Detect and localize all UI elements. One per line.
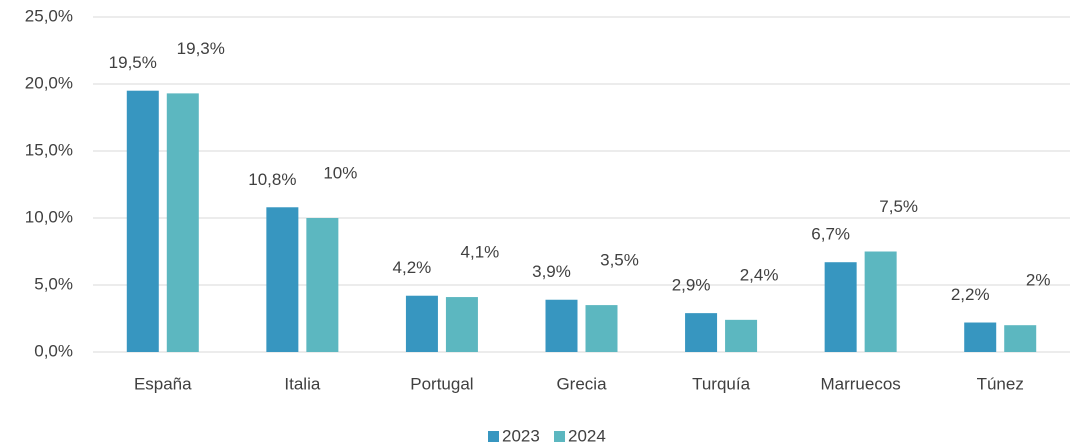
- bar: [725, 319, 758, 352]
- x-tick-label: Italia: [284, 374, 320, 393]
- bar: [266, 207, 299, 352]
- data-label: 2,4%: [740, 265, 779, 284]
- bar: [126, 90, 159, 352]
- y-tick-label: 20,0%: [25, 73, 73, 92]
- data-label: 2%: [1026, 271, 1051, 290]
- bar: [685, 313, 718, 352]
- x-tick-label: España: [134, 374, 192, 393]
- bar: [306, 218, 339, 352]
- legend-swatch: [554, 431, 565, 442]
- data-label: 3,5%: [600, 251, 639, 270]
- data-label: 19,5%: [109, 53, 157, 72]
- x-tick-label: Turquía: [692, 374, 751, 393]
- bar: [545, 299, 578, 352]
- bar: [1004, 325, 1037, 352]
- x-tick-label: Túnez: [977, 374, 1024, 393]
- data-label: 2,2%: [951, 285, 990, 304]
- bar: [864, 251, 897, 352]
- x-tick-label: Grecia: [556, 374, 607, 393]
- y-tick-label: 10,0%: [25, 207, 73, 226]
- x-tick-label: Marruecos: [820, 374, 900, 393]
- x-tick-label: Portugal: [410, 374, 473, 393]
- legend-label: 2023: [502, 426, 540, 445]
- data-label: 10,8%: [248, 170, 296, 189]
- data-label: 10%: [323, 163, 357, 182]
- data-label: 19,3%: [177, 39, 225, 58]
- bar: [445, 297, 478, 352]
- legend-swatch: [488, 431, 499, 442]
- data-label: 3,9%: [532, 262, 571, 281]
- y-tick-label: 25,0%: [25, 6, 73, 25]
- y-tick-label: 15,0%: [25, 140, 73, 159]
- bar: [824, 262, 857, 352]
- y-tick-label: 0,0%: [34, 341, 73, 360]
- data-label: 4,2%: [393, 258, 432, 277]
- legend-label: 2024: [568, 426, 606, 445]
- bar: [585, 305, 618, 352]
- bar: [166, 93, 199, 352]
- data-label: 2,9%: [672, 276, 711, 295]
- data-label: 6,7%: [811, 225, 850, 244]
- bar: [405, 295, 438, 352]
- bar: [964, 322, 997, 352]
- y-tick-label: 5,0%: [34, 274, 73, 293]
- data-label: 4,1%: [461, 243, 500, 262]
- data-label: 7,5%: [879, 197, 918, 216]
